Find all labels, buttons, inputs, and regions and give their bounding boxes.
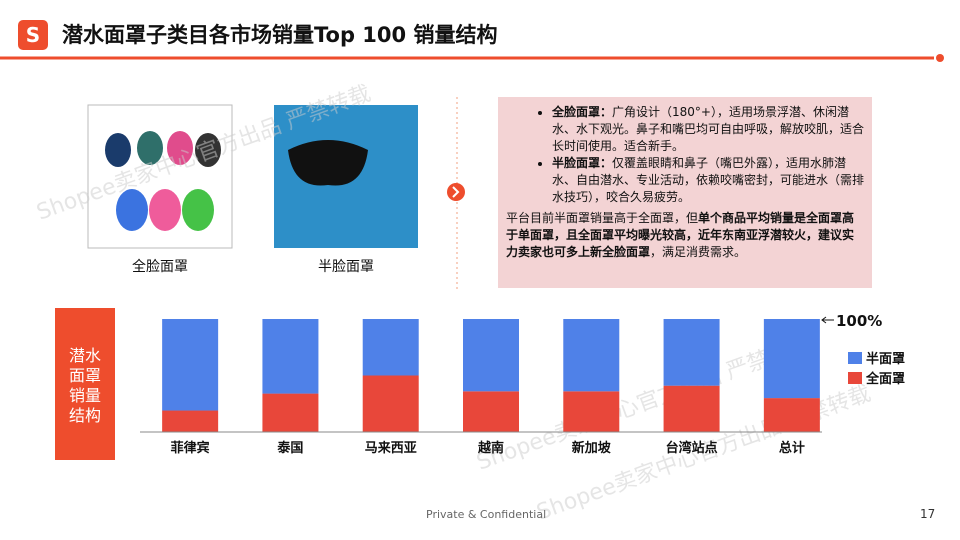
x-tick-label: 新加坡 <box>572 440 612 456</box>
title: 潜水面罩子类目各市场销量Top 100 销量结构 <box>62 23 497 47</box>
bullet: 半脸面罩：仅覆盖眼睛和鼻子（嘴巴外露），适用水肺潜水、自由潜水、专业活动，依赖咬… <box>552 155 864 206</box>
bar-segment <box>162 319 219 411</box>
page-number: 17 <box>920 507 936 521</box>
legend-label: 半面罩 <box>866 351 905 367</box>
bar-segment <box>563 391 620 432</box>
logo-text: S <box>26 23 40 47</box>
bar-segment <box>463 319 519 392</box>
info-box: 全脸面罩：广角设计（180°+），适用场景浮潜、休闲潜水、水下观光。鼻子和嘴巴均… <box>498 97 872 288</box>
legend-label: 全面罩 <box>865 371 905 387</box>
ylabel: 结构 <box>69 406 101 425</box>
watermark: Shopee卖家中心官方出品 严禁转载 <box>474 331 815 475</box>
arrow-icon <box>447 183 465 201</box>
bar-segment <box>563 319 620 392</box>
x-tick-label: 越南 <box>477 440 504 456</box>
ylabel: 销量 <box>69 386 101 405</box>
bar-segment <box>262 393 319 432</box>
bar-segment <box>763 398 820 432</box>
paragraph: 平台目前半面罩销量高于全面罩，但单个商品平均销量是全面罩高于单面罩，且全面罩平均… <box>506 210 864 261</box>
ylabel-box <box>55 308 115 460</box>
bar-segment <box>362 375 419 432</box>
bar-segment <box>763 319 820 399</box>
footer: Private & Confidential <box>426 508 547 521</box>
arrow-chevron <box>452 186 460 198</box>
ylabel: 潜水 <box>69 346 101 365</box>
bar-segment <box>463 391 519 432</box>
bullet: 全脸面罩：广角设计（180°+），适用场景浮潜、休闲潜水、水下观光。鼻子和嘴巴均… <box>552 104 864 155</box>
legend-swatch <box>848 352 862 364</box>
bar-segment <box>663 319 720 386</box>
annotation-arrow <box>821 316 834 324</box>
bar-segment <box>362 319 419 376</box>
bar-segment <box>262 319 319 394</box>
logo <box>18 20 48 50</box>
text-run: 单个商品平均销量是全面罩高于单面罩，且全面罩平均曝光较高，近年东南亚浮潜较火，建… <box>506 211 855 259</box>
ylabel: 面罩 <box>69 366 101 385</box>
term: 半脸面罩： <box>552 156 613 170</box>
annotation: 100% <box>836 312 882 330</box>
x-tick-label: 泰国 <box>276 440 303 456</box>
image-label: 全脸面罩 <box>132 259 188 275</box>
x-tick-label: 菲律宾 <box>171 440 210 456</box>
x-tick-label: 台湾站点 <box>666 440 718 456</box>
legend-swatch <box>848 372 862 384</box>
mask-icons <box>105 131 221 231</box>
text-run: ，满足消费需求。 <box>650 245 747 259</box>
mask-shape <box>288 140 368 186</box>
image-label: 半脸面罩 <box>318 259 374 275</box>
x-tick-label: 马来西亚 <box>365 440 417 456</box>
bullet-text: 仅覆盖眼睛和鼻子（嘴巴外露），适用水肺潜水、自由潜水、专业活动，依赖咬嘴密封，可… <box>552 156 865 204</box>
bar-segment <box>162 410 219 432</box>
bar-segment <box>663 385 720 432</box>
header-dot <box>936 54 944 62</box>
bullet-text: 广角设计（180°+），适用场景浮潜、休闲潜水、水下观光。鼻子和嘴巴均可自由呼吸… <box>552 105 865 153</box>
term: 全脸面罩： <box>552 105 613 119</box>
x-tick-label: 总计 <box>779 440 805 456</box>
text-run: 平台目前半面罩销量高于全面罩，但 <box>506 211 699 225</box>
